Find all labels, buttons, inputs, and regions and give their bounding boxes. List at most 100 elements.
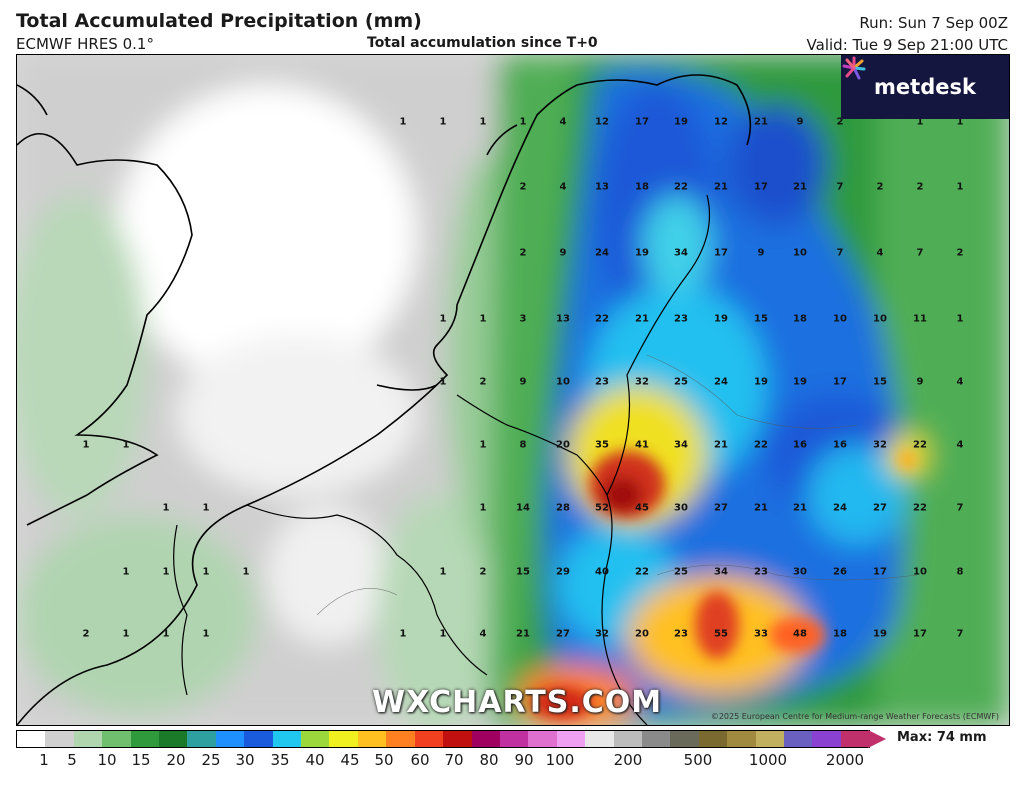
grid-value: 1 (439, 313, 447, 325)
colorbar-tick-label: 500 (683, 751, 713, 769)
grid-value: 34 (674, 247, 688, 259)
grid-value: 9 (519, 376, 527, 388)
colorbar-segment (187, 731, 216, 747)
colorbar-max-arrow (868, 730, 886, 748)
colorbar-tick-label: 1 (39, 751, 49, 769)
grid-value: 1 (479, 439, 487, 451)
accumulation-label: Total accumulation since T+0 (367, 35, 598, 51)
grid-value: 27 (556, 628, 570, 640)
colorbar-tick-label: 5 (67, 751, 77, 769)
grid-value: 9 (757, 247, 765, 259)
grid-value: 23 (754, 566, 768, 578)
colorbar-segment (357, 731, 387, 747)
grid-value: 34 (674, 439, 688, 451)
grid-value: 22 (913, 439, 927, 451)
grid-value: 15 (516, 566, 530, 578)
grid-value: 1 (202, 502, 210, 514)
grid-value: 4 (956, 376, 964, 388)
grid-value: 55 (714, 628, 728, 640)
chart-title: Total Accumulated Precipitation (mm) (16, 10, 422, 32)
grid-value: 1 (439, 116, 447, 128)
grid-value: 1 (399, 628, 407, 640)
grid-value: 10 (793, 247, 807, 259)
colorbar-segment (755, 731, 784, 747)
grid-value: 1 (956, 181, 964, 193)
grid-value: 26 (833, 566, 847, 578)
grid-value: 2 (82, 628, 90, 640)
colorbar-segment (528, 731, 557, 747)
grid-value: 27 (714, 502, 728, 514)
colorbar-segment (641, 731, 671, 747)
grid-value: 9 (796, 116, 804, 128)
grid-value: 1 (439, 566, 447, 578)
colorbar-segment (783, 731, 813, 747)
grid-value: 21 (754, 502, 768, 514)
grid-value: 1 (202, 566, 210, 578)
colorbar-tick-label: 25 (201, 751, 221, 769)
grid-value: 1 (916, 116, 924, 128)
grid-value: 17 (833, 376, 847, 388)
grid-value: 20 (556, 439, 570, 451)
grid-value: 7 (956, 628, 964, 640)
grid-value: 24 (833, 502, 847, 514)
grid-value: 17 (754, 181, 768, 193)
grid-value: 7 (836, 181, 844, 193)
grid-value: 2 (916, 181, 924, 193)
grid-value: 1 (162, 628, 170, 640)
grid-value: 48 (793, 628, 807, 640)
run-time: Run: Sun 7 Sep 00Z (859, 14, 1008, 32)
grid-value: 2 (956, 247, 964, 259)
colorbar-segment (272, 731, 302, 747)
precipitation-map: 1 1 1 1 4 12 17 19 12 21 9 2 1 1 2 4 13 18 22 21 17 21 7 2 2 1 2 9 2… (16, 54, 1010, 726)
grid-value: 15 (873, 376, 887, 388)
grid-value: 1 (122, 628, 130, 640)
grid-value: 1 (956, 116, 964, 128)
copyright: ©2025 European Centre for Medium-range W… (710, 712, 999, 721)
grid-value: 4 (559, 116, 567, 128)
grid-value: 19 (873, 628, 887, 640)
grid-value: 2 (479, 566, 487, 578)
grid-value: 11 (913, 313, 927, 325)
colorbar-tick-label: 80 (479, 751, 499, 769)
grid-value: 8 (519, 439, 527, 451)
grid-value: 25 (674, 376, 688, 388)
colorbar-segment (159, 731, 188, 747)
grid-value: 2 (836, 116, 844, 128)
grid-value: 15 (754, 313, 768, 325)
colorbar-segment (386, 731, 415, 747)
grid-value: 10 (556, 376, 570, 388)
grid-value: 18 (793, 313, 807, 325)
grid-value: 17 (635, 116, 649, 128)
grid-value: 33 (754, 628, 768, 640)
grid-value: 19 (635, 247, 649, 259)
grid-value: 7 (916, 247, 924, 259)
grid-value: 24 (714, 376, 728, 388)
colorbar-segment (727, 731, 756, 747)
metdesk-logo: metdesk (841, 55, 1009, 119)
grid-value: 52 (595, 502, 609, 514)
grid-value: 1 (242, 566, 250, 578)
colorbar-segment (73, 731, 103, 747)
grid-value: 10 (913, 566, 927, 578)
grid-value: 20 (635, 628, 649, 640)
grid-value: 21 (635, 313, 649, 325)
grid-value: 19 (754, 376, 768, 388)
colorbar-segment (215, 731, 245, 747)
grid-value: 7 (836, 247, 844, 259)
metdesk-spark-icon (842, 56, 866, 80)
grid-value: 16 (793, 439, 807, 451)
grid-value: 1 (122, 439, 130, 451)
colorbar-segment (45, 731, 74, 747)
colorbar-tick-label: 35 (270, 751, 290, 769)
colorbar-segment (471, 731, 500, 747)
grid-value: 22 (754, 439, 768, 451)
grid-value: 2 (519, 181, 527, 193)
grid-value: 21 (714, 181, 728, 193)
grid-value: 22 (913, 502, 927, 514)
grid-value: 32 (873, 439, 887, 451)
grid-value: 22 (635, 566, 649, 578)
watermark: WXCHARTS.COM (372, 685, 663, 720)
colorbar-segment (301, 731, 330, 747)
colorbar-segment (812, 731, 841, 747)
colorbar-tick-label: 40 (305, 751, 325, 769)
